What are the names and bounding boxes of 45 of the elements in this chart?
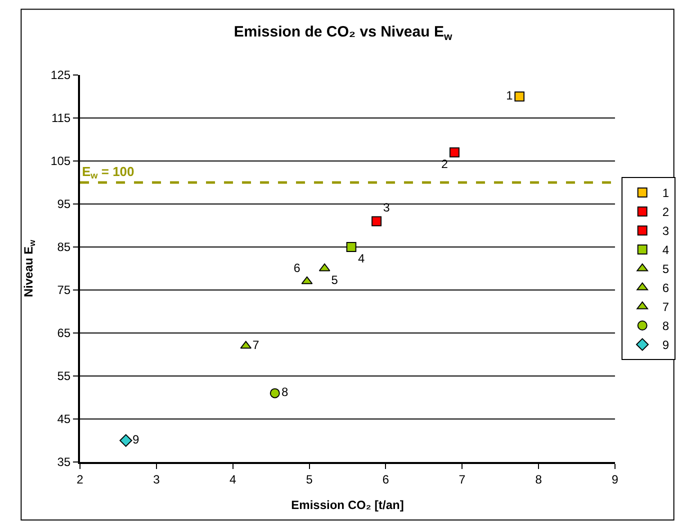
x-tick-label: 9 (612, 472, 619, 486)
legend-label: 6 (662, 281, 670, 296)
point (240, 340, 252, 349)
y-tick-label: 115 (51, 111, 71, 126)
y-tick-label: 45 (57, 412, 71, 426)
legend-label: 7 (662, 300, 670, 314)
text: 6 (294, 260, 300, 275)
x-tick-label: 8 (535, 472, 542, 486)
text: 4 (358, 252, 365, 266)
text: 7 (252, 338, 260, 352)
legend-label: 4 (662, 243, 670, 258)
point (270, 388, 280, 398)
x-tick-label: 7 (458, 472, 466, 486)
x-tick-label: 5 (306, 472, 313, 486)
x-axis-title: Emission CO₂ [t/an] (291, 498, 404, 512)
y-tick-label: 95 (57, 197, 71, 212)
y-tick-label: 75 (57, 283, 71, 298)
point (450, 147, 460, 158)
y-tick-label: 65 (57, 326, 71, 340)
text: 9 (132, 432, 140, 446)
y-tick-label: 125 (50, 68, 71, 82)
legend-label: 8 (662, 319, 670, 334)
ref-line-label: E$_{w}$ = 100 (82, 164, 134, 181)
chart-title: Emission de CO₂ vs Niveau E$_{w}$ (234, 24, 453, 43)
x-tick-label: 3 (153, 472, 160, 486)
point (120, 434, 132, 447)
text: 1 (506, 88, 513, 102)
point (301, 276, 313, 284)
legend-label: 1 (662, 186, 670, 200)
y-tick-label: 55 (57, 369, 71, 384)
text: 8 (282, 385, 288, 400)
x-tick-label: 4 (230, 472, 237, 486)
legend-label: 2 (662, 205, 670, 220)
point (372, 216, 382, 226)
x-tick-label: 6 (382, 472, 390, 486)
legend-label: 3 (662, 224, 670, 238)
y-tick-label: 105 (50, 154, 71, 168)
y-tick-label: 85 (57, 240, 71, 254)
legend-label: 5 (662, 262, 670, 276)
point (514, 92, 524, 102)
text: 5 (331, 273, 338, 288)
x-tick-label: 2 (76, 472, 84, 486)
legend-label: 9 (662, 338, 670, 352)
y-tick-label: 35 (57, 455, 71, 470)
point (346, 242, 356, 252)
